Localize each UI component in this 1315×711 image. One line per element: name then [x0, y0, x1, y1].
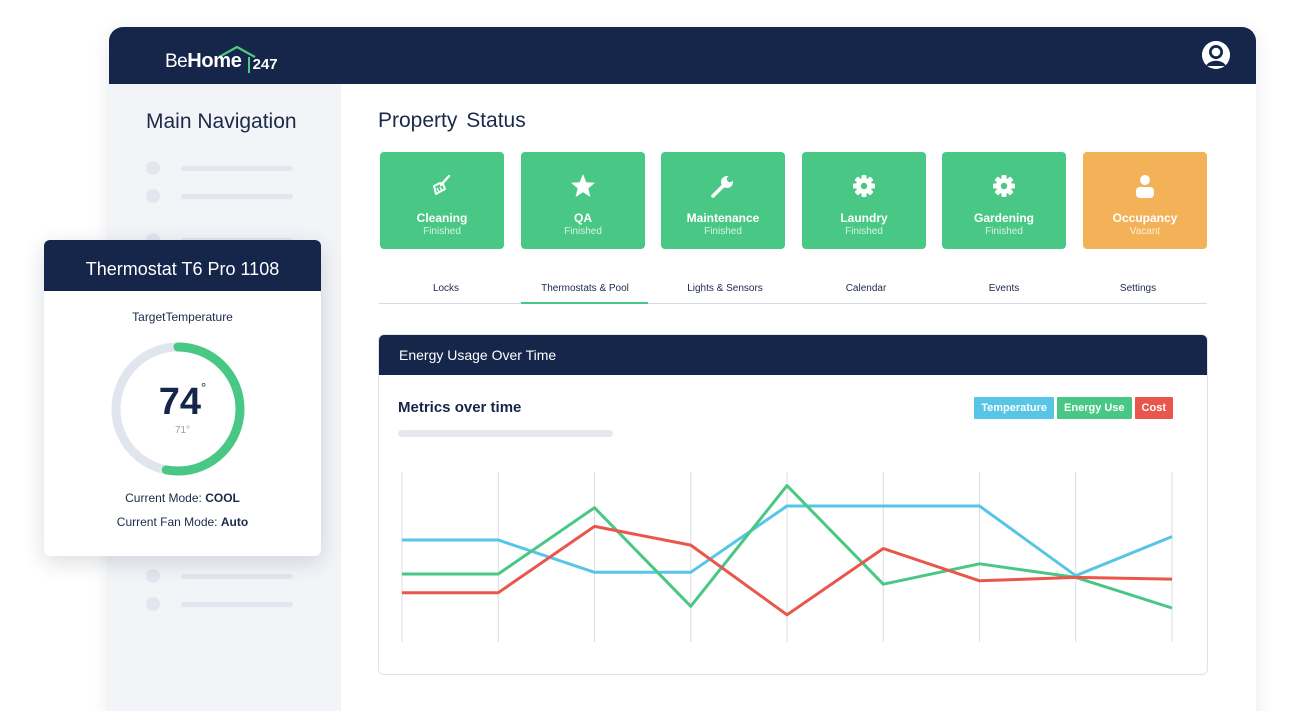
legend-energy-use[interactable]: Energy Use — [1057, 397, 1132, 419]
status-card-status: Finished — [985, 226, 1023, 237]
sidebar-item[interactable] — [146, 161, 296, 175]
set-temperature: 71° — [174, 425, 191, 436]
status-card-cleaning[interactable]: Cleaning Finished — [380, 152, 504, 249]
brand-logo[interactable]: Be Home 247 — [165, 37, 278, 77]
broom-icon — [433, 174, 451, 195]
chart-legend: Temperature Energy Use Cost — [974, 397, 1173, 419]
current-fan-mode-label: Current Fan Mode: — [116, 515, 218, 529]
status-card-label: Gardening — [973, 211, 1034, 225]
tab-lights-sensors[interactable]: Lights & Sensors — [687, 283, 763, 294]
sidebar-item[interactable] — [146, 569, 296, 583]
star-icon — [571, 174, 595, 197]
current-temperature: 74° — [44, 380, 321, 424]
user-avatar-button[interactable] — [1202, 41, 1230, 69]
tab-calendar[interactable]: Calendar — [845, 283, 887, 294]
brand-suffix: 247 — [247, 57, 278, 73]
current-fan-mode: Current Fan Mode: Auto — [44, 515, 321, 529]
tab-locks[interactable]: Locks — [432, 283, 460, 294]
current-mode-label: Current Mode: — [125, 491, 202, 505]
person-icon — [1136, 175, 1154, 198]
tab-bar: Locks Thermostats & Pool Lights & Sensor… — [379, 279, 1207, 304]
legend-temperature[interactable]: Temperature — [974, 397, 1055, 419]
line-chart — [401, 472, 1173, 642]
series-line-energy-use — [402, 484, 1173, 610]
legend-cost[interactable]: Cost — [1134, 397, 1173, 419]
thermostat-card: Thermostat T6 Pro 1108 TargetTemperature… — [44, 240, 321, 556]
gear-icon — [853, 175, 875, 197]
energy-usage-panel: Energy Usage Over Time Metrics over time… — [378, 334, 1208, 675]
series-line-cost — [402, 524, 1173, 617]
status-card-occupancy[interactable]: Occupancy Vacant — [1083, 152, 1207, 249]
degree-symbol: ° — [201, 380, 207, 395]
gear-icon — [993, 175, 1015, 197]
chart-placeholder-bar — [398, 430, 613, 437]
status-card-label: Maintenance — [686, 211, 760, 225]
tab-settings[interactable]: Settings — [1119, 283, 1157, 294]
sidebar-item[interactable] — [146, 189, 296, 203]
current-fan-mode-value: Auto — [220, 515, 249, 529]
dial-progress — [111, 342, 245, 476]
wrench-icon — [711, 175, 734, 198]
user-circle-icon — [1202, 41, 1230, 69]
target-temperature-label: TargetTemperature — [132, 310, 233, 324]
status-card-status: Vacant — [1129, 226, 1161, 237]
status-card-status: Finished — [704, 226, 742, 237]
top-bar: Be Home 247 — [109, 27, 1256, 84]
panel-header: Energy Usage Over Time — [379, 335, 1207, 375]
current-temperature-value: 74 — [158, 381, 202, 423]
status-card-status: Finished — [845, 226, 883, 237]
page-title: Property Status — [378, 109, 526, 132]
status-card-label: Occupancy — [1112, 211, 1178, 225]
status-card-qa[interactable]: QA Finished — [521, 152, 645, 249]
thermostat-title: Thermostat T6 Pro 1108 — [44, 240, 321, 291]
status-card-gardening[interactable]: Gardening Finished — [942, 152, 1066, 249]
tab-events[interactable]: Events — [988, 283, 1020, 294]
chart-subtitle: Metrics over time — [398, 399, 522, 416]
status-card-status: Finished — [423, 226, 461, 237]
status-card-label: Laundry — [840, 211, 888, 225]
sidebar-title: Main Navigation — [146, 110, 297, 133]
active-tab-indicator — [521, 302, 648, 304]
status-card-label: Cleaning — [416, 211, 468, 225]
current-mode-value: COOL — [205, 491, 240, 505]
status-card-status: Finished — [564, 226, 602, 237]
status-card-laundry[interactable]: Laundry Finished — [802, 152, 926, 249]
current-mode: Current Mode: COOL — [44, 491, 321, 505]
tab-thermostats-pool[interactable]: Thermostats & Pool — [541, 283, 629, 294]
status-card-maintenance[interactable]: Maintenance Finished — [661, 152, 785, 249]
sidebar-item[interactable] — [146, 597, 296, 611]
house-roof-icon — [218, 45, 256, 58]
status-card-label: QA — [574, 211, 592, 225]
brand-be: Be — [165, 51, 188, 72]
brand-home: Home — [187, 50, 242, 72]
temperature-dial[interactable] — [110, 341, 246, 477]
